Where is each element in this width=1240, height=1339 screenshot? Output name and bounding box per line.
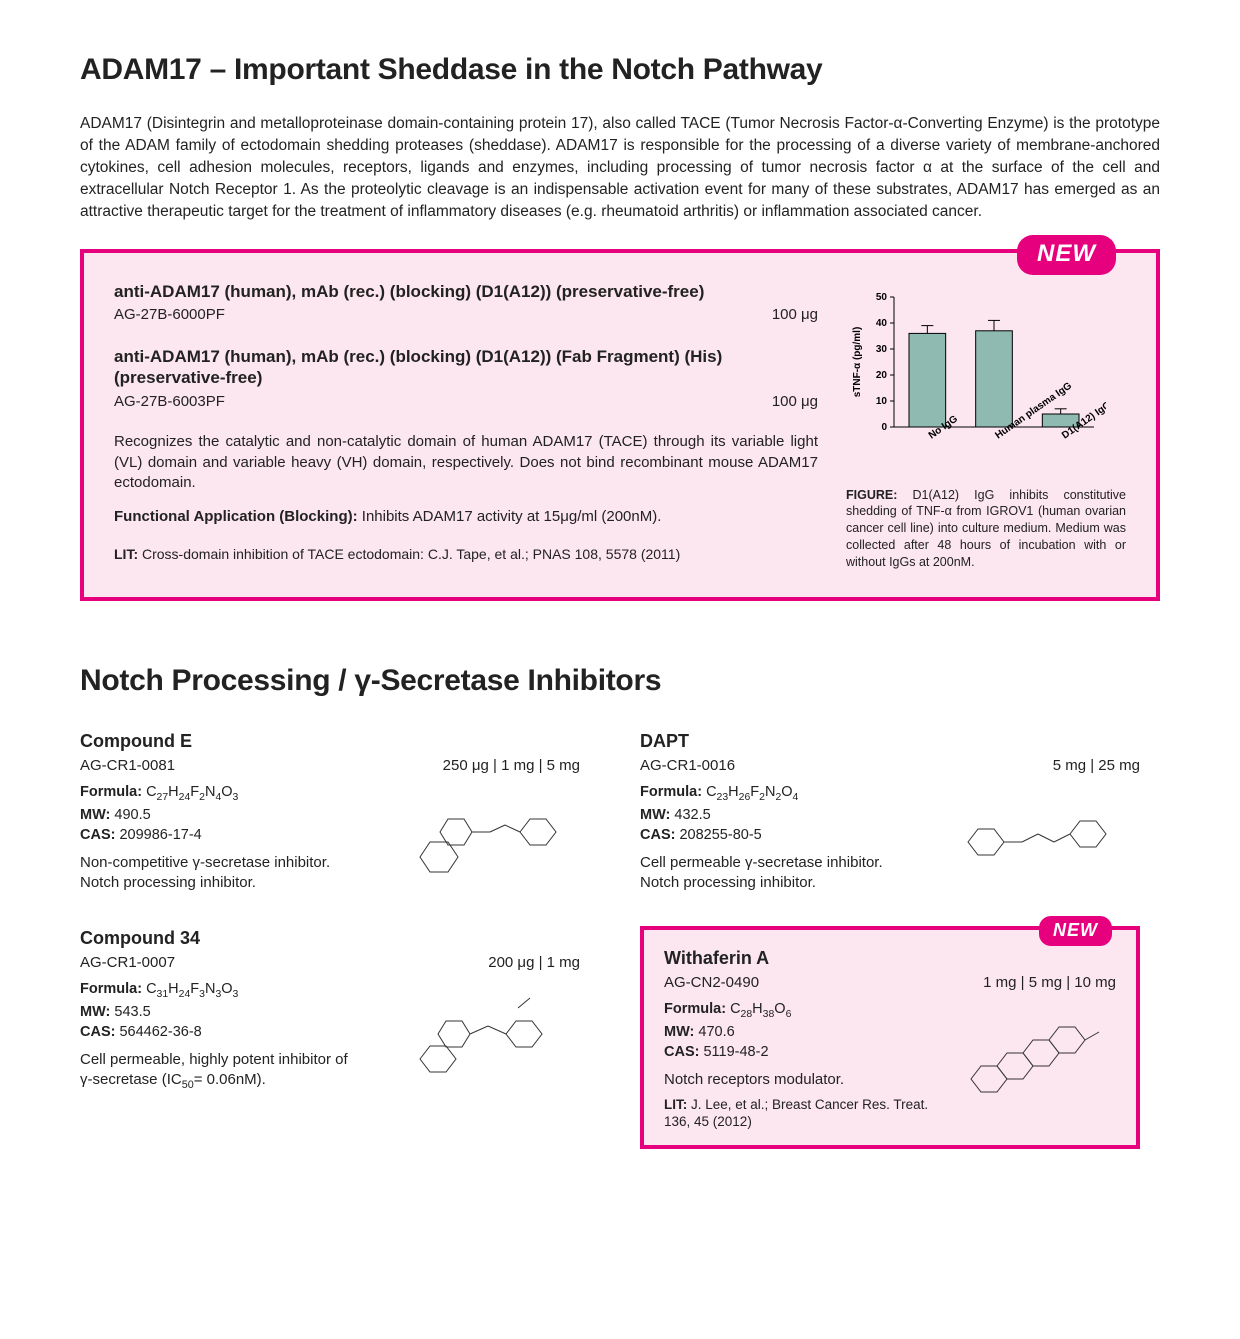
compound-34-meta: Formula: C31H24F3N3O3 MW: 543.5 CAS: 564… [80, 979, 364, 1042]
compound-e-structure [380, 782, 580, 892]
mw-label: MW: [80, 1004, 110, 1020]
section-2-title: Notch Processing / γ-Secretase Inhibitor… [80, 661, 1160, 702]
compound-dapt-sizes: 5 mg | 25 mg [1053, 756, 1140, 776]
structure-placeholder-icon [390, 787, 570, 887]
compound-34-mw: 543.5 [114, 1004, 150, 1020]
svg-text:20: 20 [876, 370, 888, 381]
compound-e-code: AG-CR1-0081 [80, 756, 175, 776]
compound-dapt-meta: Formula: C23H26F2N2O4 MW: 432.5 CAS: 208… [640, 782, 924, 845]
antibody-new-box: NEW anti-ADAM17 (human), mAb (rec.) (blo… [80, 249, 1160, 601]
compound-dapt-name: DAPT [640, 729, 1140, 753]
formula-label: Formula: [80, 981, 142, 997]
cas-label: CAS: [640, 827, 675, 843]
compound-dapt-mw: 432.5 [674, 807, 710, 823]
new-badge: NEW [1039, 916, 1112, 945]
lit-text: J. Lee, et al.; Breast Cancer Res. Treat… [664, 1097, 928, 1130]
figure-caption: FIGURE: D1(A12) IgG inhibits constitutiv… [846, 487, 1126, 571]
withaferin-new-box: NEW Withaferin A AG-CN2-0490 1 mg | 5 mg… [640, 926, 1140, 1148]
compound-withaferin-cas: 5119-48-2 [703, 1044, 768, 1060]
compound-e-formula: C27H24F2N4O3 [146, 784, 238, 800]
figure-label: FIGURE: [846, 488, 897, 502]
compound-e-cas: 209986-17-4 [119, 827, 201, 843]
bar-chart-svg: 01020304050sTNF-α (pg/ml)No IgGHuman pla… [846, 287, 1106, 477]
lit-text: Cross-domain inhibition of TACE ectodoma… [138, 546, 680, 562]
compound-withaferin-wrapper: NEW Withaferin A AG-CN2-0490 1 mg | 5 mg… [640, 926, 1140, 1148]
compound-withaferin-desc: Notch receptors modulator. [664, 1070, 930, 1090]
compound-34-structure [380, 979, 580, 1089]
svg-text:40: 40 [876, 318, 888, 329]
svg-text:10: 10 [876, 396, 888, 407]
compound-e-desc: Non-competitive γ-secretase inhibitor. N… [80, 853, 364, 892]
structure-placeholder-icon [951, 999, 1111, 1109]
compound-dapt-formula: C23H26F2N2O4 [706, 784, 798, 800]
antibody-functional-application: Functional Application (Blocking): Inhib… [114, 507, 818, 527]
formula-label: Formula: [80, 784, 142, 800]
bar-chart: 01020304050sTNF-α (pg/ml)No IgGHuman pla… [846, 287, 1126, 477]
antibody-1-code: AG-27B-6000PF [114, 305, 225, 325]
compound-34-sizes: 200 μg | 1 mg [488, 953, 580, 973]
compound-e-mw: 490.5 [114, 807, 150, 823]
compound-dapt-code: AG-CR1-0016 [640, 756, 735, 776]
svg-text:0: 0 [881, 422, 887, 433]
formula-label: Formula: [640, 784, 702, 800]
antibody-1: anti-ADAM17 (human), mAb (rec.) (blockin… [114, 281, 818, 326]
compound-e-sizes: 250 μg | 1 mg | 5 mg [443, 756, 580, 776]
lit-label: LIT: [664, 1097, 687, 1112]
antibody-literature: LIT: Cross-domain inhibition of TACE ect… [114, 545, 818, 564]
compound-dapt-cas: 208255-80-5 [679, 827, 761, 843]
structure-placeholder-icon [950, 787, 1130, 887]
antibody-1-size: 100 μg [772, 305, 818, 325]
compound-dapt: DAPT AG-CR1-0016 5 mg | 25 mg Formula: C… [640, 729, 1140, 892]
svg-text:30: 30 [876, 344, 888, 355]
svg-text:sTNF-α (pg/ml): sTNF-α (pg/ml) [852, 326, 863, 397]
compound-grid: Compound E AG-CR1-0081 250 μg | 1 mg | 5… [80, 729, 1160, 1148]
lit-label: LIT: [114, 546, 138, 562]
mw-label: MW: [640, 807, 670, 823]
compound-e-name: Compound E [80, 729, 580, 753]
intro-paragraph: ADAM17 (Disintegrin and metalloproteinas… [80, 113, 1160, 223]
svg-text:50: 50 [876, 292, 888, 303]
compound-withaferin-mw: 470.6 [698, 1024, 734, 1040]
antibody-2-code: AG-27B-6003PF [114, 392, 225, 412]
antibody-1-name: anti-ADAM17 (human), mAb (rec.) (blockin… [114, 281, 818, 303]
compound-34-formula: C31H24F3N3O3 [146, 981, 238, 997]
compound-e: Compound E AG-CR1-0081 250 μg | 1 mg | 5… [80, 729, 580, 892]
compound-34-name: Compound 34 [80, 926, 580, 950]
cas-label: CAS: [664, 1044, 699, 1060]
formula-label: Formula: [664, 1001, 726, 1017]
antibody-2-size: 100 μg [772, 392, 818, 412]
compound-34-cas: 564462-36-8 [119, 1024, 201, 1040]
antibody-2-name: anti-ADAM17 (human), mAb (rec.) (blockin… [114, 346, 818, 390]
compound-34: Compound 34 AG-CR1-0007 200 μg | 1 mg Fo… [80, 926, 580, 1148]
structure-placeholder-icon [390, 984, 570, 1084]
func-label: Functional Application (Blocking): [114, 508, 358, 525]
func-text: Inhibits ADAM17 activity at 15μg/ml (200… [358, 508, 662, 525]
compound-withaferin-meta: Formula: C28H38O6 MW: 470.6 CAS: 5119-48… [664, 999, 930, 1062]
mw-label: MW: [80, 807, 110, 823]
mw-label: MW: [664, 1024, 694, 1040]
compound-withaferin-name: Withaferin A [664, 946, 1116, 970]
compound-withaferin-code: AG-CN2-0490 [664, 973, 759, 993]
new-badge: NEW [1017, 235, 1116, 275]
compound-dapt-structure [940, 782, 1140, 892]
compound-e-meta: Formula: C27H24F2N4O3 MW: 490.5 CAS: 209… [80, 782, 364, 845]
cas-label: CAS: [80, 827, 115, 843]
antibody-2: anti-ADAM17 (human), mAb (rec.) (blockin… [114, 346, 818, 413]
antibody-description: Recognizes the catalytic and non-catalyt… [114, 432, 818, 493]
compound-withaferin-structure [946, 999, 1116, 1109]
cas-label: CAS: [80, 1024, 115, 1040]
compound-withaferin-sizes: 1 mg | 5 mg | 10 mg [983, 973, 1116, 993]
compound-withaferin-formula: C28H38O6 [730, 1001, 791, 1017]
compound-withaferin-lit: LIT: J. Lee, et al.; Breast Cancer Res. … [664, 1096, 930, 1131]
page-title: ADAM17 – Important Sheddase in the Notch… [80, 50, 1160, 91]
compound-34-desc: Cell permeable, highly potent inhibitor … [80, 1050, 364, 1092]
compound-34-code: AG-CR1-0007 [80, 953, 175, 973]
compound-dapt-desc: Cell permeable γ-secretase inhibitor. No… [640, 853, 924, 892]
